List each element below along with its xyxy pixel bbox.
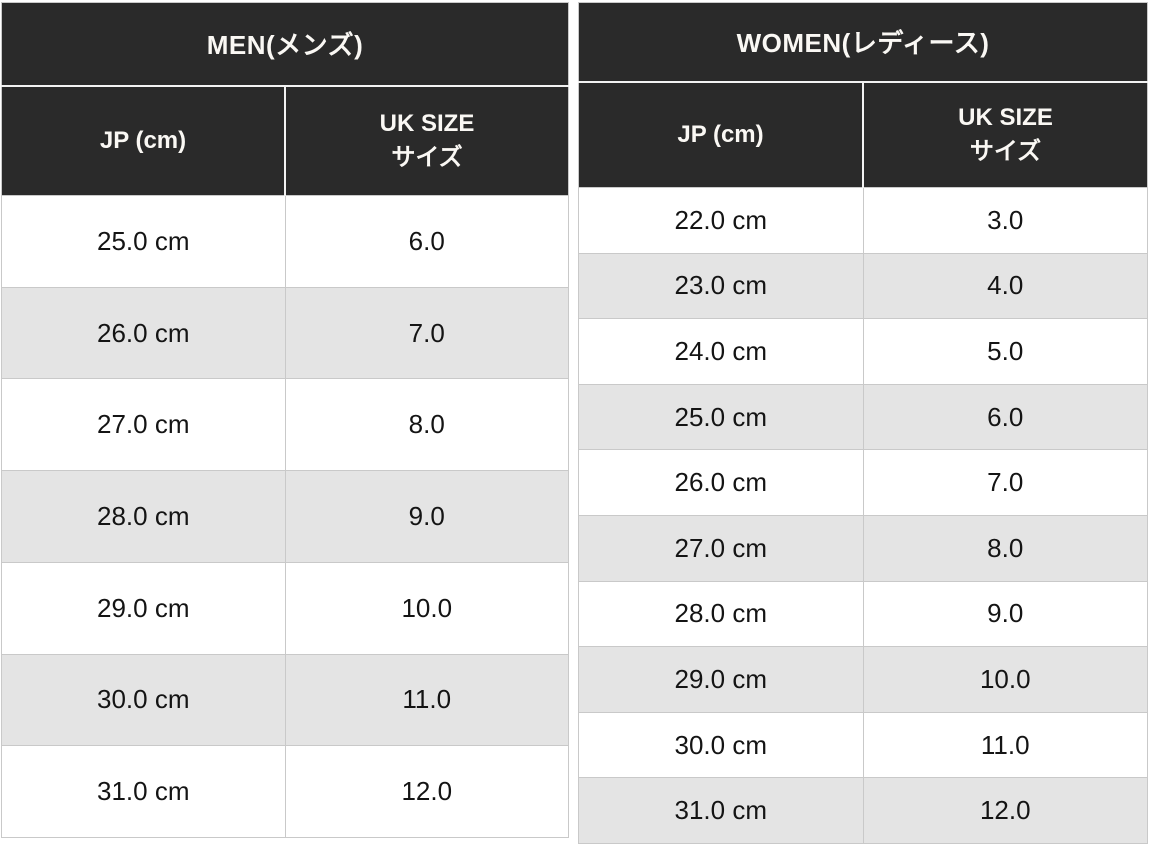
women-column-header-row: JP (cm) UK SIZE サイズ: [578, 81, 1148, 188]
table-row: 31.0 cm 12.0: [578, 777, 1148, 844]
table-row: 25.0 cm 6.0: [578, 383, 1148, 451]
women-table-title: WOMEN(レディース): [578, 2, 1148, 83]
jp-size-cell: 25.0 cm: [1, 195, 286, 288]
table-row: 26.0 cm 7.0: [578, 449, 1148, 516]
uk-size-cell: 10.0: [284, 561, 569, 655]
table-row: 22.0 cm 3.0: [578, 187, 1148, 254]
uk-size-cell: 3.0: [862, 187, 1148, 254]
table-row: 23.0 cm 4.0: [578, 252, 1148, 320]
jp-size-cell: 22.0 cm: [578, 187, 864, 254]
jp-size-cell: 27.0 cm: [578, 514, 864, 582]
table-row: 26.0 cm 7.0: [1, 286, 569, 380]
jp-size-cell: 24.0 cm: [578, 318, 864, 385]
jp-size-cell: 23.0 cm: [578, 252, 864, 320]
jp-size-cell: 25.0 cm: [578, 383, 864, 451]
jp-size-cell: 29.0 cm: [578, 646, 864, 713]
men-uk-size-label-line1: UK SIZE: [379, 110, 475, 138]
table-row: 30.0 cm 11.0: [1, 653, 569, 747]
jp-size-cell: 29.0 cm: [1, 561, 286, 655]
table-row: 27.0 cm 8.0: [1, 378, 569, 472]
jp-size-cell: 27.0 cm: [1, 378, 286, 472]
table-row: 27.0 cm 8.0: [578, 514, 1148, 582]
men-uk-size-label-line2: サイズ: [391, 143, 463, 171]
men-column-header-row: JP (cm) UK SIZE サイズ: [1, 85, 569, 196]
uk-size-cell: 9.0: [862, 580, 1148, 648]
uk-size-cell: 11.0: [862, 711, 1148, 779]
men-table-title-row: MEN(メンズ): [1, 2, 569, 87]
women-col-header-uk: UK SIZE サイズ: [862, 81, 1148, 188]
women-uk-size-label-line1: UK SIZE: [958, 104, 1053, 132]
men-size-table: MEN(メンズ) JP (cm) UK SIZE サイズ 25.0 cm 6.0 …: [1, 2, 569, 838]
women-size-table: WOMEN(レディース) JP (cm) UK SIZE サイズ 22.0 cm …: [578, 2, 1148, 844]
jp-size-cell: 28.0 cm: [1, 470, 286, 563]
uk-size-cell: 6.0: [862, 383, 1148, 451]
uk-size-cell: 7.0: [284, 286, 569, 380]
table-row: 29.0 cm 10.0: [578, 646, 1148, 713]
men-col-header-uk: UK SIZE サイズ: [284, 85, 569, 196]
uk-size-cell: 10.0: [862, 646, 1148, 713]
uk-size-cell: 4.0: [862, 252, 1148, 320]
table-row: 28.0 cm 9.0: [1, 470, 569, 563]
women-uk-size-label-line2: サイズ: [969, 137, 1042, 165]
uk-size-cell: 5.0: [862, 318, 1148, 385]
jp-size-cell: 26.0 cm: [578, 449, 864, 516]
uk-size-cell: 11.0: [284, 653, 569, 747]
jp-size-cell: 30.0 cm: [578, 711, 864, 779]
men-col-header-jp: JP (cm): [1, 85, 285, 196]
jp-size-cell: 31.0 cm: [1, 745, 286, 838]
table-row: 29.0 cm 10.0: [1, 561, 569, 655]
jp-size-cell: 30.0 cm: [1, 653, 286, 747]
uk-size-cell: 12.0: [284, 745, 569, 838]
men-table-title: MEN(メンズ): [1, 2, 569, 87]
uk-size-cell: 8.0: [284, 378, 569, 472]
uk-size-cell: 9.0: [284, 470, 569, 563]
uk-size-cell: 12.0: [862, 777, 1148, 844]
jp-size-cell: 28.0 cm: [578, 580, 864, 648]
uk-size-cell: 8.0: [862, 514, 1148, 582]
uk-size-cell: 6.0: [284, 195, 569, 288]
women-table-title-row: WOMEN(レディース): [578, 2, 1148, 83]
table-row: 30.0 cm 11.0: [578, 711, 1148, 779]
table-row: 24.0 cm 5.0: [578, 318, 1148, 385]
table-row: 28.0 cm 9.0: [578, 580, 1148, 648]
women-col-header-jp: JP (cm): [578, 81, 863, 188]
table-row: 31.0 cm 12.0: [1, 745, 569, 838]
uk-size-cell: 7.0: [862, 449, 1148, 516]
table-row: 25.0 cm 6.0: [1, 195, 569, 288]
jp-size-cell: 26.0 cm: [1, 286, 286, 380]
jp-size-cell: 31.0 cm: [578, 777, 864, 844]
